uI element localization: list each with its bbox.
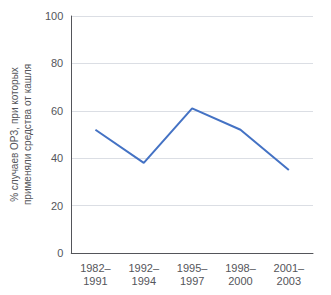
- svg-text:0: 0: [57, 247, 63, 259]
- svg-text:2001–: 2001–: [274, 262, 305, 274]
- svg-text:80: 80: [51, 57, 63, 69]
- svg-text:20: 20: [51, 200, 63, 212]
- svg-text:1992–: 1992–: [128, 262, 159, 274]
- svg-text:100: 100: [45, 10, 63, 22]
- svg-text:1997: 1997: [180, 275, 204, 287]
- svg-text:1994: 1994: [132, 275, 156, 287]
- svg-text:1995–: 1995–: [177, 262, 208, 274]
- svg-text:% случаев ОРЗ, при которых: % случаев ОРЗ, при которых: [9, 67, 20, 202]
- svg-text:1982–: 1982–: [80, 262, 111, 274]
- svg-text:2000: 2000: [228, 275, 252, 287]
- svg-text:применяли средства от кашля: применяли средства от кашля: [22, 64, 33, 205]
- svg-text:40: 40: [51, 152, 63, 164]
- svg-text:1998–: 1998–: [225, 262, 256, 274]
- svg-text:60: 60: [51, 105, 63, 117]
- svg-text:2003: 2003: [277, 275, 301, 287]
- svg-text:1991: 1991: [83, 275, 107, 287]
